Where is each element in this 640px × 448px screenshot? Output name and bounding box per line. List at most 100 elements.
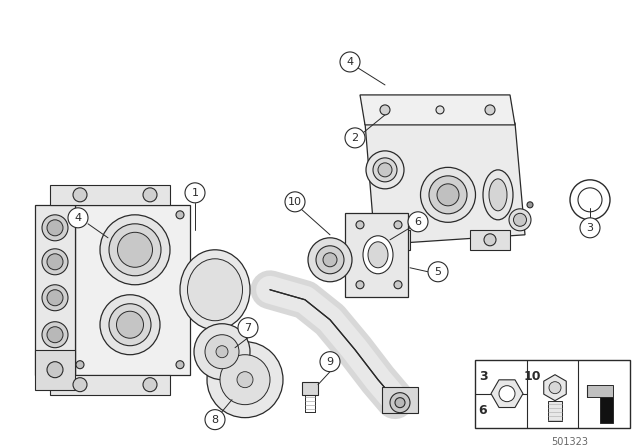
Polygon shape bbox=[302, 382, 318, 395]
Ellipse shape bbox=[42, 215, 68, 241]
Ellipse shape bbox=[109, 304, 151, 346]
Bar bbox=[475, 360, 630, 428]
Text: 7: 7 bbox=[244, 323, 252, 333]
Ellipse shape bbox=[116, 311, 143, 338]
Circle shape bbox=[320, 352, 340, 372]
Circle shape bbox=[308, 238, 352, 282]
Text: 6: 6 bbox=[415, 217, 422, 227]
Circle shape bbox=[316, 246, 344, 274]
Circle shape bbox=[47, 362, 63, 378]
Ellipse shape bbox=[513, 213, 527, 226]
Ellipse shape bbox=[47, 220, 63, 236]
Circle shape bbox=[143, 188, 157, 202]
Text: 9: 9 bbox=[326, 357, 333, 367]
Polygon shape bbox=[35, 205, 75, 375]
Ellipse shape bbox=[378, 163, 392, 177]
Polygon shape bbox=[35, 350, 75, 390]
Circle shape bbox=[237, 372, 253, 388]
Polygon shape bbox=[600, 396, 613, 422]
Polygon shape bbox=[382, 387, 418, 413]
Circle shape bbox=[356, 281, 364, 289]
Ellipse shape bbox=[373, 158, 397, 182]
Circle shape bbox=[356, 221, 364, 229]
Polygon shape bbox=[587, 385, 613, 396]
Circle shape bbox=[340, 52, 360, 72]
Circle shape bbox=[285, 192, 305, 212]
Ellipse shape bbox=[188, 259, 243, 321]
Text: 3: 3 bbox=[479, 370, 487, 383]
Circle shape bbox=[176, 361, 184, 369]
Polygon shape bbox=[360, 95, 515, 125]
Polygon shape bbox=[470, 230, 510, 250]
Circle shape bbox=[73, 378, 87, 392]
Ellipse shape bbox=[42, 322, 68, 348]
Circle shape bbox=[485, 105, 495, 115]
Text: 1: 1 bbox=[191, 188, 198, 198]
Text: 8: 8 bbox=[211, 415, 219, 425]
Polygon shape bbox=[345, 213, 408, 297]
Ellipse shape bbox=[100, 295, 160, 355]
Circle shape bbox=[345, 128, 365, 148]
Ellipse shape bbox=[47, 254, 63, 270]
Bar bbox=[548, 401, 562, 421]
Ellipse shape bbox=[109, 224, 161, 276]
Ellipse shape bbox=[42, 249, 68, 275]
Circle shape bbox=[408, 212, 428, 232]
Ellipse shape bbox=[483, 170, 513, 220]
Circle shape bbox=[238, 318, 258, 338]
Circle shape bbox=[323, 253, 337, 267]
Polygon shape bbox=[370, 230, 410, 250]
Ellipse shape bbox=[437, 184, 459, 206]
Ellipse shape bbox=[429, 176, 467, 214]
Polygon shape bbox=[75, 205, 190, 375]
Circle shape bbox=[220, 355, 270, 405]
Text: 6: 6 bbox=[479, 404, 487, 417]
Polygon shape bbox=[50, 185, 170, 205]
Text: 5: 5 bbox=[435, 267, 442, 277]
Ellipse shape bbox=[42, 285, 68, 311]
Circle shape bbox=[390, 392, 410, 413]
Circle shape bbox=[194, 324, 250, 379]
Polygon shape bbox=[50, 375, 170, 395]
Ellipse shape bbox=[366, 151, 404, 189]
Circle shape bbox=[499, 386, 515, 402]
Circle shape bbox=[549, 382, 561, 394]
Ellipse shape bbox=[47, 327, 63, 343]
Circle shape bbox=[395, 398, 405, 408]
Ellipse shape bbox=[509, 209, 531, 231]
Circle shape bbox=[380, 105, 390, 115]
Circle shape bbox=[394, 281, 402, 289]
Circle shape bbox=[570, 180, 610, 220]
Circle shape bbox=[580, 218, 600, 238]
Ellipse shape bbox=[368, 242, 388, 268]
Circle shape bbox=[207, 342, 283, 418]
Text: 10: 10 bbox=[288, 197, 302, 207]
Ellipse shape bbox=[180, 250, 250, 330]
Circle shape bbox=[185, 183, 205, 203]
Circle shape bbox=[384, 234, 396, 246]
Circle shape bbox=[578, 188, 602, 212]
Text: 4: 4 bbox=[74, 213, 81, 223]
Text: 2: 2 bbox=[351, 133, 358, 143]
Ellipse shape bbox=[363, 236, 393, 274]
Text: 10: 10 bbox=[524, 370, 541, 383]
Ellipse shape bbox=[100, 215, 170, 285]
Text: 3: 3 bbox=[586, 223, 593, 233]
Circle shape bbox=[484, 234, 496, 246]
Ellipse shape bbox=[47, 290, 63, 306]
Circle shape bbox=[527, 202, 533, 208]
Ellipse shape bbox=[118, 233, 152, 267]
Circle shape bbox=[205, 409, 225, 430]
Circle shape bbox=[143, 378, 157, 392]
Circle shape bbox=[394, 221, 402, 229]
Circle shape bbox=[73, 188, 87, 202]
Ellipse shape bbox=[420, 168, 476, 222]
Circle shape bbox=[176, 211, 184, 219]
Polygon shape bbox=[365, 123, 525, 245]
Circle shape bbox=[216, 346, 228, 358]
Circle shape bbox=[68, 208, 88, 228]
Circle shape bbox=[76, 211, 84, 219]
Text: 501323: 501323 bbox=[552, 437, 589, 447]
Circle shape bbox=[436, 106, 444, 114]
Text: 4: 4 bbox=[346, 57, 353, 67]
